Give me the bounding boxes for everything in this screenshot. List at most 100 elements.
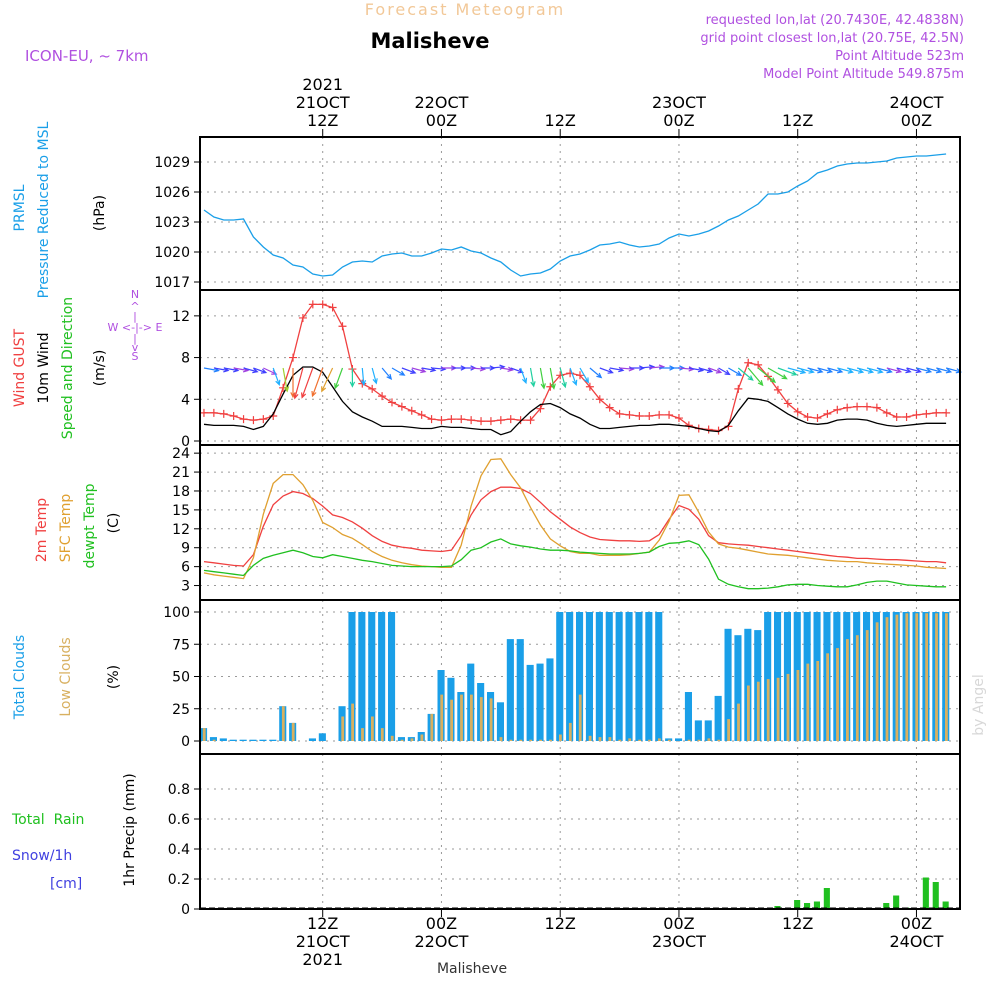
gust-point bbox=[368, 384, 377, 393]
temperature-ytick-label: 9 bbox=[181, 541, 190, 557]
low-cloud-bar bbox=[440, 694, 444, 741]
low-cloud-bar bbox=[598, 737, 602, 741]
wind-arrow bbox=[847, 367, 865, 374]
wind-arrow bbox=[559, 367, 567, 389]
low-cloud-bar bbox=[648, 739, 651, 741]
low-cloud-bar bbox=[450, 699, 453, 741]
wind-arrow bbox=[301, 367, 314, 399]
total-cloud-bar bbox=[615, 612, 623, 741]
rain-bar bbox=[813, 901, 820, 909]
snow-label: Snow/1h bbox=[12, 848, 72, 864]
low-cloud-bar bbox=[945, 613, 948, 741]
total-cloud-bar bbox=[269, 739, 277, 741]
temperature-frame bbox=[199, 444, 961, 601]
wind-arrow bbox=[311, 367, 324, 398]
compass-s: S bbox=[132, 350, 139, 363]
compass-down: v bbox=[132, 341, 139, 354]
gust-point bbox=[625, 410, 634, 419]
wind-arrow bbox=[529, 367, 536, 388]
gust-point bbox=[862, 402, 871, 411]
total-cloud-bar bbox=[675, 738, 683, 741]
low-cloud-bar bbox=[390, 735, 394, 741]
footer-location: Malisheve bbox=[437, 961, 507, 977]
low-cloud-bar bbox=[925, 613, 928, 741]
gust-point bbox=[803, 413, 812, 422]
gust-point bbox=[773, 385, 782, 394]
wind-ytick-label: 12 bbox=[172, 309, 190, 325]
gust-point bbox=[378, 392, 387, 401]
total-cloud-bar bbox=[378, 612, 386, 741]
top-time-label: 12Z bbox=[782, 111, 813, 130]
rain-bar bbox=[883, 903, 890, 909]
low-cloud-bar bbox=[470, 694, 473, 741]
total-cloud-bar bbox=[724, 628, 732, 741]
total-cloud-bar bbox=[358, 612, 366, 741]
gust-point bbox=[289, 353, 298, 362]
top-time-label: 12Z bbox=[545, 111, 576, 130]
wind-arrow bbox=[856, 367, 875, 374]
low-cloud-bar bbox=[519, 739, 523, 741]
top-time-label: 2021 bbox=[302, 75, 343, 94]
compass-bar1: | bbox=[133, 310, 137, 323]
low-cloud-bar bbox=[529, 739, 533, 741]
wind-arrow bbox=[698, 367, 714, 374]
wind-arrow bbox=[411, 367, 427, 374]
pressure-ytick-label: 1023 bbox=[154, 215, 190, 231]
low-cloud-bar bbox=[935, 613, 938, 741]
low-cloud-bar bbox=[687, 739, 691, 741]
gust-point bbox=[427, 415, 436, 424]
compass-up: ^ bbox=[130, 300, 139, 313]
low-cloud-bar bbox=[628, 738, 632, 741]
low-cloud-bar bbox=[559, 734, 562, 741]
low-cloud-bar bbox=[460, 694, 463, 741]
low-cloud-bar bbox=[816, 661, 820, 741]
total-cloud-bar bbox=[368, 612, 376, 741]
gust-point bbox=[229, 411, 238, 420]
gust-point bbox=[843, 403, 852, 412]
wind-arrow bbox=[401, 367, 417, 374]
top-time-label: 12Z bbox=[307, 111, 338, 130]
total-cloud-bar bbox=[744, 628, 752, 741]
gust-point bbox=[447, 415, 456, 424]
total-cloud-bar bbox=[684, 692, 692, 741]
gust-point bbox=[922, 409, 931, 418]
wind-arrow bbox=[243, 367, 259, 374]
bottom-time-label: 12Z bbox=[545, 914, 576, 933]
low-cloud-bar bbox=[796, 670, 800, 741]
compass-we: W <-|-> E bbox=[108, 321, 163, 334]
gust-point bbox=[407, 406, 416, 415]
temperature-ytick-label: 18 bbox=[172, 484, 190, 500]
wind-arrow bbox=[926, 367, 943, 374]
wind-arrow bbox=[728, 367, 743, 376]
low-cloud-bar bbox=[895, 614, 899, 741]
total-cloud-bar bbox=[506, 639, 514, 741]
low-cloud-bar bbox=[509, 739, 513, 741]
gust-point bbox=[417, 410, 426, 419]
clouds-ytick-label: 25 bbox=[172, 702, 190, 718]
total-cloud-bar bbox=[694, 720, 702, 741]
low-cloud-bar bbox=[786, 673, 790, 741]
temperature-ytick-label: 24 bbox=[172, 446, 190, 462]
gust-point bbox=[932, 408, 941, 417]
wind-arrow bbox=[360, 367, 367, 387]
low-cloud-bar bbox=[747, 685, 750, 741]
clouds-ytick-label: 75 bbox=[172, 637, 190, 653]
total-cloud-bar bbox=[516, 639, 524, 741]
bottom-time-label: 23OCT bbox=[652, 932, 706, 951]
wind-arrow bbox=[936, 367, 953, 374]
total-cloud-bar bbox=[249, 739, 257, 741]
low-cloud-bar bbox=[479, 697, 483, 741]
low-cloud-bar bbox=[836, 648, 839, 741]
total-cloud-bar bbox=[209, 737, 217, 741]
wind-arrow bbox=[757, 367, 777, 383]
wind-arrow bbox=[569, 367, 578, 386]
gust-point bbox=[486, 417, 495, 426]
temperature-ytick-label: 6 bbox=[181, 560, 190, 576]
top-time-label: 00Z bbox=[663, 111, 694, 130]
total-cloud-bar bbox=[239, 739, 247, 741]
wind-arrow bbox=[916, 367, 933, 374]
gust-point bbox=[684, 421, 693, 430]
low-cloud-bar bbox=[806, 663, 810, 741]
